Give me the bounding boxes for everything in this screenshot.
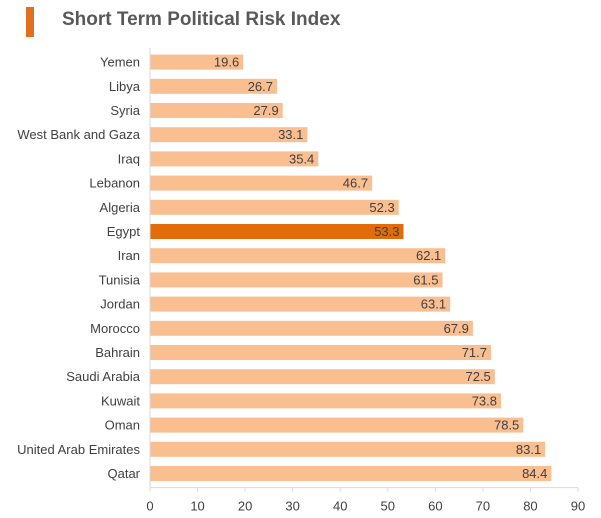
x-tick-label: 30 bbox=[285, 499, 299, 514]
bar bbox=[150, 103, 283, 118]
data-label: 84.4 bbox=[522, 466, 547, 481]
bar bbox=[150, 441, 546, 457]
x-tick-label: 70 bbox=[476, 499, 490, 514]
category-label: West Bank and Gaza bbox=[17, 127, 140, 142]
category-label: Iran bbox=[118, 248, 140, 263]
data-label: 27.9 bbox=[253, 103, 278, 118]
bar bbox=[150, 54, 244, 70]
x-tick-label: 10 bbox=[190, 499, 204, 514]
x-tick-label: 0 bbox=[146, 499, 153, 514]
data-label: 46.7 bbox=[343, 176, 368, 191]
data-label: 78.5 bbox=[494, 418, 519, 433]
bar bbox=[150, 127, 308, 143]
bar bbox=[150, 151, 319, 167]
data-label: 53.3 bbox=[374, 224, 399, 239]
bar bbox=[150, 369, 495, 385]
category-label: Yemen bbox=[100, 55, 140, 70]
category-label: Egypt bbox=[107, 224, 141, 239]
category-label: Jordan bbox=[100, 297, 140, 312]
bar bbox=[150, 175, 373, 191]
bar bbox=[150, 296, 451, 312]
data-label: 67.9 bbox=[444, 321, 469, 336]
data-label: 33.1 bbox=[278, 127, 303, 142]
category-label: Oman bbox=[105, 418, 140, 433]
bar bbox=[150, 320, 473, 336]
category-label: Syria bbox=[110, 103, 140, 118]
bar bbox=[150, 199, 399, 215]
data-label: 19.6 bbox=[214, 55, 239, 70]
data-label: 35.4 bbox=[289, 151, 314, 166]
bar bbox=[150, 345, 491, 360]
category-label: Qatar bbox=[107, 466, 140, 481]
x-tick-label: 50 bbox=[381, 499, 395, 514]
data-label: 52.3 bbox=[369, 200, 394, 215]
data-label: 61.5 bbox=[413, 272, 438, 287]
category-label: Lebanon bbox=[89, 176, 140, 191]
category-label: United Arab Emirates bbox=[17, 442, 140, 457]
data-label: 26.7 bbox=[248, 79, 273, 94]
category-label: Iraq bbox=[118, 151, 140, 166]
bar bbox=[150, 248, 446, 264]
category-label: Libya bbox=[109, 79, 141, 94]
data-label: 72.5 bbox=[465, 369, 490, 384]
category-label: Kuwait bbox=[101, 393, 140, 408]
data-label: 71.7 bbox=[462, 345, 487, 360]
category-label: Saudi Arabia bbox=[66, 369, 140, 384]
category-label: Morocco bbox=[90, 321, 140, 336]
data-label: 73.8 bbox=[472, 393, 497, 408]
bar bbox=[150, 466, 552, 481]
chart-title: Short Term Political Risk Index bbox=[62, 9, 341, 30]
bar bbox=[150, 272, 443, 288]
category-label: Algeria bbox=[100, 200, 141, 215]
category-label: Bahrain bbox=[95, 345, 140, 360]
bar bbox=[150, 393, 501, 409]
x-tick-label: 40 bbox=[333, 499, 347, 514]
bar bbox=[150, 78, 277, 94]
bar bbox=[150, 417, 524, 433]
category-label: Tunisia bbox=[99, 272, 141, 287]
data-label: 63.1 bbox=[421, 297, 446, 312]
x-tick-label: 90 bbox=[571, 499, 585, 514]
data-label: 62.1 bbox=[416, 248, 441, 263]
x-tick-label: 80 bbox=[523, 499, 537, 514]
x-tick-label: 20 bbox=[238, 499, 252, 514]
data-label: 83.1 bbox=[516, 442, 541, 457]
bar bbox=[150, 224, 404, 239]
x-tick-label: 60 bbox=[428, 499, 442, 514]
title-accent-bar bbox=[26, 7, 34, 37]
